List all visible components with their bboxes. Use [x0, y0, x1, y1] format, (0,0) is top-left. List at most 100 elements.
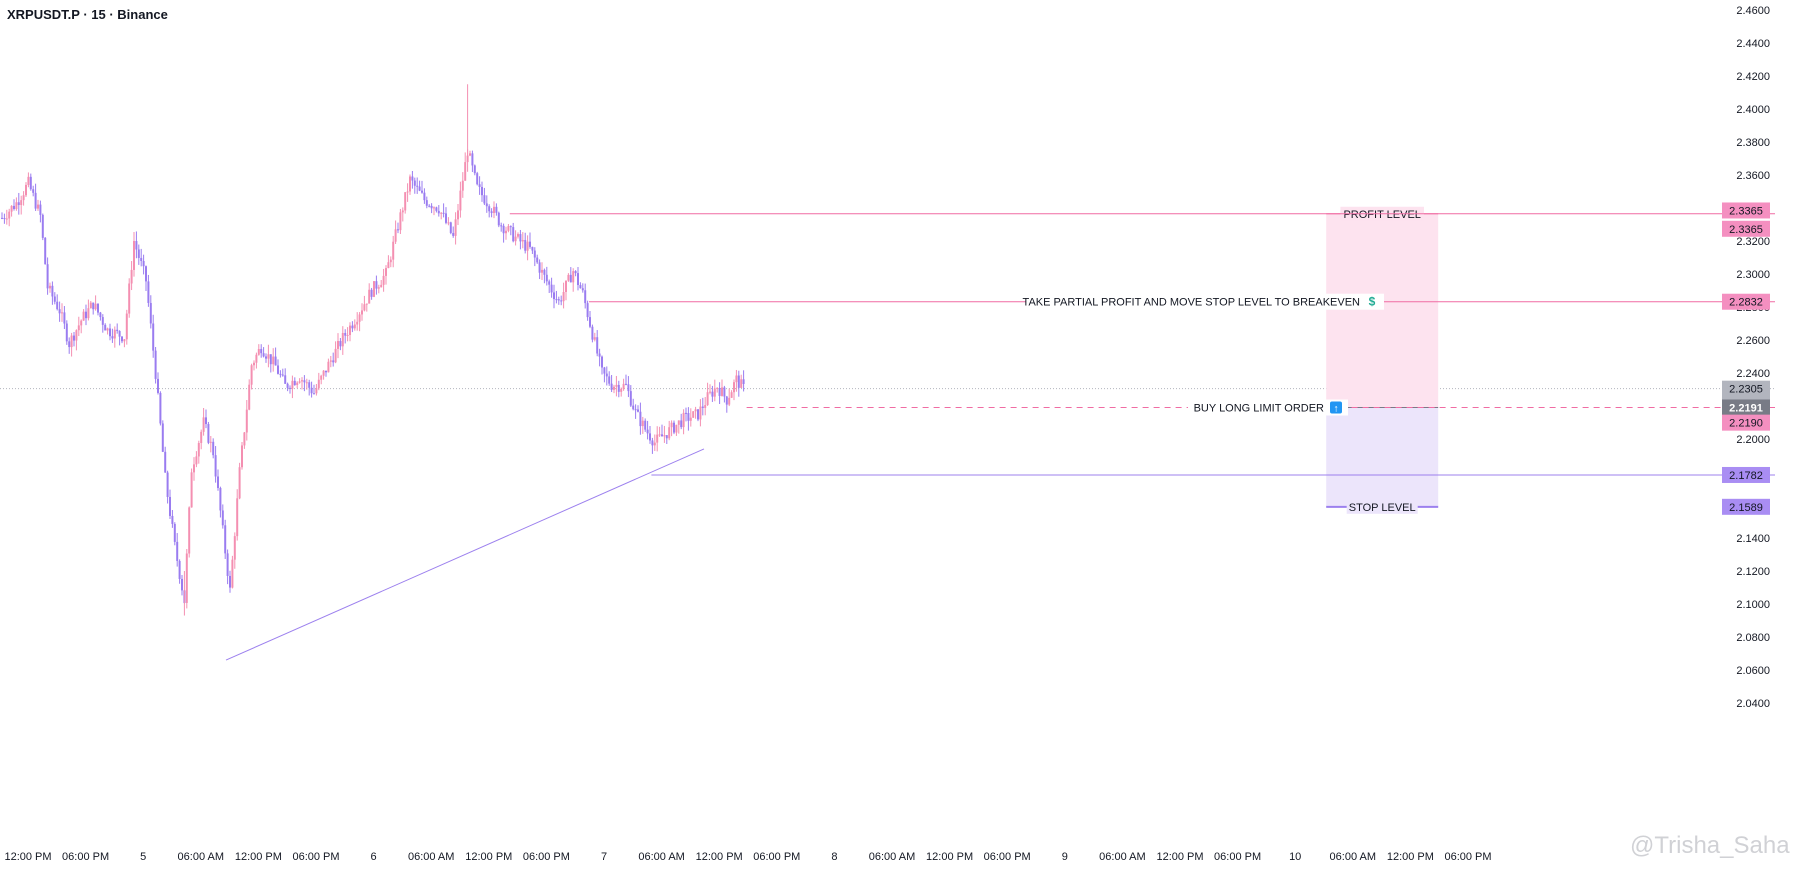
x-tick-label: 12:00 PM — [926, 851, 973, 863]
candle-body — [3, 218, 6, 220]
x-tick-label: 06:00 AM — [638, 851, 684, 863]
stop-level-label: STOP LEVEL — [1349, 502, 1416, 514]
x-tick-label: 12:00 PM — [696, 851, 743, 863]
candle-body — [65, 323, 68, 342]
candle-body — [737, 375, 740, 388]
candle-body — [401, 210, 404, 213]
candle-body — [433, 207, 435, 209]
candle-body — [500, 225, 503, 227]
candle-body — [236, 498, 239, 537]
candle-body — [543, 269, 546, 275]
candle-body — [353, 324, 356, 329]
candle-body — [529, 241, 531, 247]
price-axis-label-bg — [1722, 466, 1770, 483]
candle-body — [73, 335, 75, 341]
candle-body — [653, 442, 656, 446]
candle-body — [704, 405, 707, 408]
drawing-lines — [225, 213, 1775, 661]
candle-body — [701, 406, 704, 408]
x-tick-label: 06:00 AM — [1330, 851, 1376, 863]
candle-body — [169, 496, 171, 516]
x-tick-label: 06:00 PM — [1214, 851, 1261, 863]
candle-body — [320, 375, 323, 380]
candle-body — [440, 212, 443, 214]
candle-body — [305, 382, 308, 384]
candle-body — [488, 206, 491, 212]
y-tick-label: 2.4000 — [1736, 104, 1770, 116]
candle-body — [617, 384, 620, 392]
candle-body — [106, 328, 109, 331]
y-tick-label: 2.4400 — [1736, 38, 1770, 50]
candle-body — [128, 283, 131, 314]
candle-body — [502, 225, 505, 234]
candle-body — [620, 388, 623, 392]
candle-body — [428, 205, 431, 207]
candle-body — [721, 387, 723, 396]
candle-body — [562, 291, 565, 302]
candle-body — [591, 326, 594, 340]
candle-body — [123, 339, 126, 342]
candle-body — [63, 312, 66, 324]
candle-body — [526, 241, 529, 251]
candle-body — [399, 212, 402, 231]
y-tick-label: 2.0600 — [1736, 665, 1770, 677]
candle-body — [538, 262, 541, 273]
candle-body — [135, 241, 138, 250]
candle-body — [193, 464, 195, 473]
candle-body — [185, 553, 188, 603]
candle-body — [663, 435, 666, 437]
candle-body — [572, 271, 575, 283]
candle-body — [413, 180, 416, 186]
candle-body — [272, 356, 275, 365]
price-axis[interactable]: 2.46002.44002.42002.40002.38002.36002.34… — [1736, 5, 1770, 710]
candle-body — [277, 365, 279, 374]
candle-body — [473, 165, 476, 174]
candle-body — [5, 218, 8, 220]
candle-body — [178, 560, 181, 579]
candle-body — [94, 303, 97, 310]
x-tick-label: 12:00 PM — [465, 851, 512, 863]
candle-body — [471, 153, 474, 166]
candle-body — [332, 360, 335, 363]
candle-body — [596, 337, 599, 354]
candle-body — [387, 262, 390, 269]
candle-body — [68, 341, 71, 348]
candle-body — [212, 441, 215, 456]
candle-body — [445, 213, 447, 223]
candle-body — [644, 420, 647, 430]
candle-body — [281, 374, 284, 376]
candle-body — [579, 285, 582, 289]
price-axis-label-bg — [1722, 202, 1770, 219]
candle-body — [641, 420, 644, 427]
price-axis-label: 2.1782 — [1729, 470, 1763, 482]
candle-body — [248, 384, 251, 410]
profit-level-label: PROFIT LEVEL — [1343, 209, 1420, 221]
candle-body — [418, 186, 421, 191]
candle-body — [404, 192, 407, 211]
candle-body — [733, 382, 735, 393]
candle-body — [32, 189, 35, 193]
candle-body — [519, 234, 522, 242]
candle-body — [209, 441, 212, 443]
symbol-title[interactable]: XRPUSDT.P · 15 · Binance — [7, 7, 168, 22]
candle-body — [610, 383, 613, 390]
candle-body — [459, 190, 462, 211]
candle-body — [524, 239, 527, 251]
candle-body — [682, 412, 685, 428]
candle-body — [226, 553, 229, 576]
candle-body — [557, 299, 560, 301]
candle-body — [553, 292, 555, 300]
candle-body — [718, 387, 721, 396]
candle-body — [161, 423, 164, 452]
candle-body — [197, 443, 200, 457]
candle-body — [665, 435, 668, 439]
candle-body — [250, 365, 253, 385]
candle-body — [423, 192, 426, 201]
candle-body — [495, 206, 498, 213]
x-tick-label: 06:00 PM — [292, 851, 339, 863]
candle-body — [46, 264, 49, 289]
x-tick-label: 06:00 PM — [1444, 851, 1491, 863]
time-axis[interactable]: 12:00 PM 06:00 PM 5 06:00 AM 12:00 PM 06:00 P… — [4, 851, 1491, 863]
candle-body — [569, 274, 572, 283]
